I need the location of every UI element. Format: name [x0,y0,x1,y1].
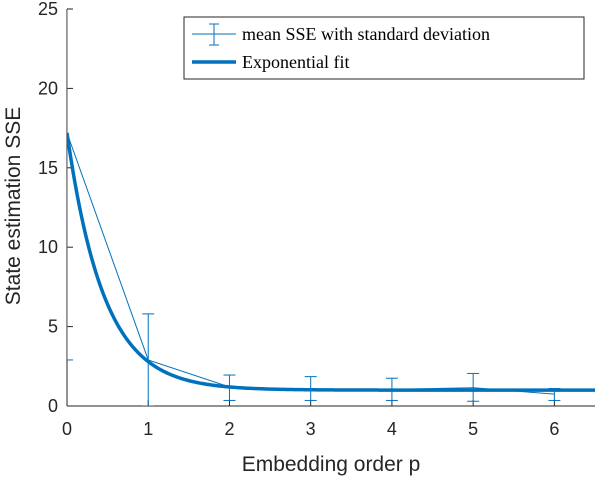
plot-area [67,8,595,406]
y-tick-label: 10 [38,237,58,257]
legend: mean SSE with standard deviation Exponen… [183,16,585,80]
y-axis-label: State estimation SSE [2,107,25,305]
legend-entry-fit: Exponential fit [192,52,349,72]
x-tick-label: 6 [549,419,559,439]
x-axis-label: Embedding order p [242,453,421,476]
y-tick-label: 0 [48,396,58,416]
x-tick-label: 3 [306,419,316,439]
axes: 0 1 2 3 4 5 6 0 5 10 15 20 25 [38,0,595,439]
x-tick-label: 0 [62,419,72,439]
x-tick-label: 5 [468,419,478,439]
legend-entry-errorbar: mean SSE with standard deviation [192,23,490,46]
exponential-fit-line [67,132,595,392]
legend-label-fit: Exponential fit [242,52,349,72]
y-tick-label: 5 [48,317,58,337]
x-tick-label: 4 [387,419,397,439]
x-tick-label: 2 [224,419,234,439]
legend-box [183,16,585,80]
y-tick-label: 20 [38,78,58,98]
x-tick-label: 1 [143,419,153,439]
legend-label-mean: mean SSE with standard deviation [242,24,490,44]
y-tick-label: 25 [38,0,58,19]
y-tick-label: 15 [38,158,58,178]
